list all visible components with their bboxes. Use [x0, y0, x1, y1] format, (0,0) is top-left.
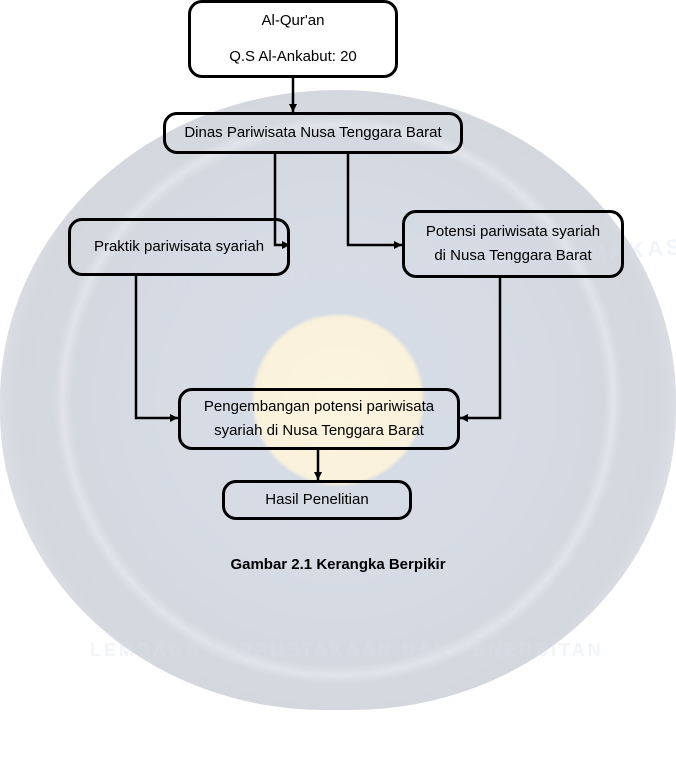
- node-line: syariah di Nusa Tenggara Barat: [214, 419, 424, 443]
- node-alquran: Al-Qur'an Q.S Al-Ankabut: 20: [188, 0, 398, 78]
- node-line: Praktik pariwisata syariah: [94, 235, 264, 259]
- node-praktik: Praktik pariwisata syariah: [68, 218, 290, 276]
- figure-caption: Gambar 2.1 Kerangka Berpikir: [0, 556, 676, 573]
- node-line: Dinas Pariwisata Nusa Tenggara Barat: [184, 121, 441, 145]
- node-line: Hasil Penelitian: [265, 488, 368, 512]
- node-line: Potensi pariwisata syariah: [426, 220, 600, 244]
- node-dinas: Dinas Pariwisata Nusa Tenggara Barat: [163, 112, 463, 154]
- node-line: Q.S Al-Ankabut: 20: [229, 45, 357, 69]
- node-line: Al-Qur'an: [262, 9, 325, 33]
- node-line: Pengembangan potensi pariwisata: [204, 395, 434, 419]
- node-line: di Nusa Tenggara Barat: [434, 244, 591, 268]
- watermark-text-bottom: LEMBAGA PERPUSTAKAAN DAN PENERBITAN: [90, 640, 604, 661]
- node-pengembangan: Pengembangan potensi pariwisata syariah …: [178, 388, 460, 450]
- node-hasil: Hasil Penelitian: [222, 480, 412, 520]
- node-potensi: Potensi pariwisata syariah di Nusa Tengg…: [402, 210, 624, 278]
